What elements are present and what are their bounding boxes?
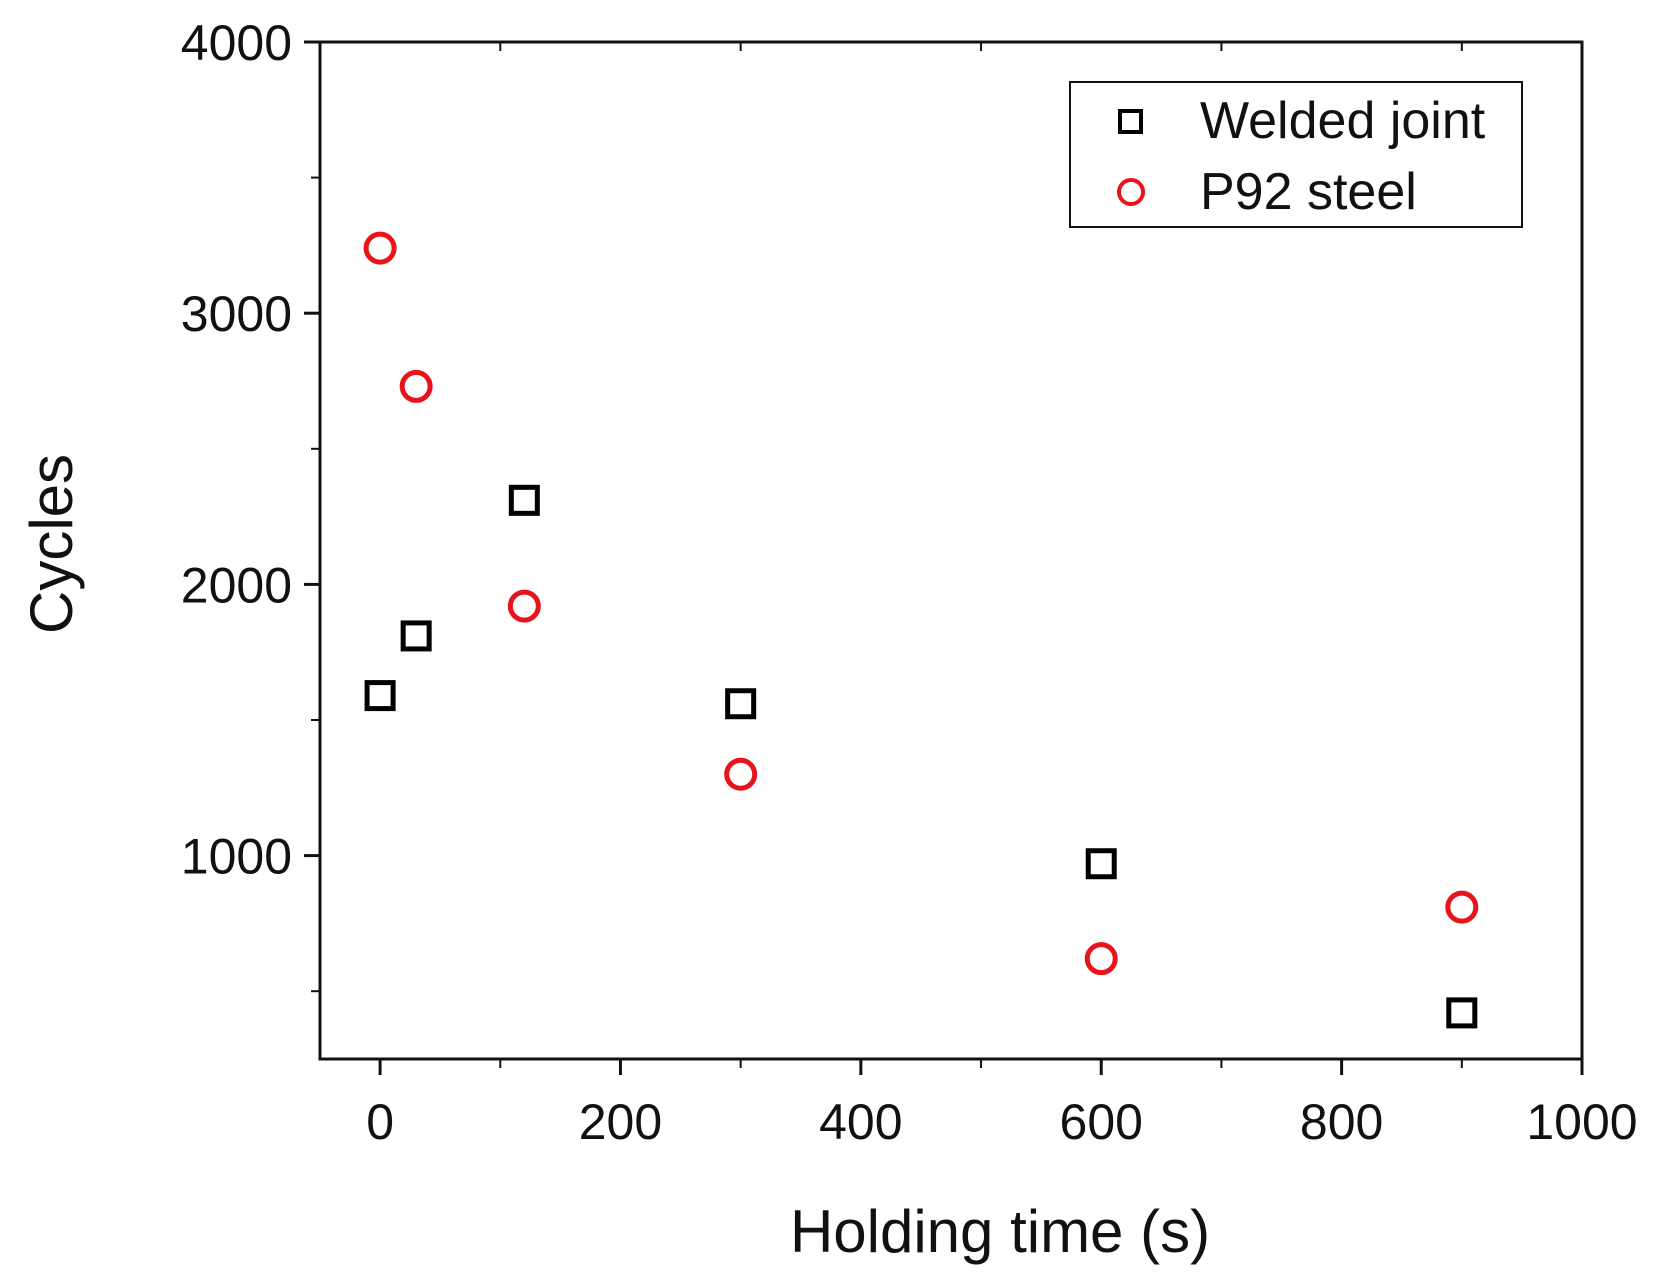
point-p92-steel [1445, 890, 1479, 924]
y-axis-ticks [304, 40, 320, 993]
x-tick-label: 400 [819, 1094, 902, 1150]
x-axis-tick-labels: 0 200 400 600 800 1000 [366, 1094, 1637, 1150]
x-tick-label: 800 [1300, 1094, 1383, 1150]
legend-label-welded-joint: Welded joint [1200, 92, 1486, 150]
point-p92-steel [724, 757, 758, 791]
y-tick-label: 2000 [181, 557, 292, 613]
data-points [363, 231, 1479, 1029]
y-tick-label: 4000 [181, 15, 292, 71]
y-axis-tick-labels: 1000 2000 3000 4000 [181, 15, 292, 885]
point-welded-joint [364, 680, 396, 712]
point-welded-joint [508, 484, 540, 516]
legend-box [1069, 81, 1523, 228]
point-p92-steel [507, 589, 541, 623]
legend-label-p92-steel: P92 steel [1200, 163, 1417, 221]
legend-marker-welded-joint [1118, 109, 1143, 134]
x-axis-title: Holding time (s) [790, 1198, 1210, 1265]
x-tick-label: 200 [579, 1094, 662, 1150]
point-welded-joint [1446, 997, 1478, 1029]
point-welded-joint [400, 620, 432, 652]
legend: Welded joint P92 steel [1069, 81, 1523, 228]
x-tick-label: 600 [1060, 1094, 1143, 1150]
x-tick-label: 1000 [1526, 1094, 1637, 1150]
plot-frame [318, 40, 1584, 1061]
y-tick-label: 3000 [181, 286, 292, 342]
y-tick-label: 1000 [181, 829, 292, 885]
x-axis-ticks [378, 42, 1584, 1075]
x-tick-label: 0 [366, 1094, 394, 1150]
point-welded-joint [1085, 848, 1117, 880]
point-welded-joint [725, 688, 757, 720]
point-p92-steel [1084, 942, 1118, 976]
legend-marker-p92-steel [1117, 178, 1145, 206]
point-p92-steel [399, 369, 433, 403]
point-p92-steel [363, 231, 397, 265]
y-axis-title: Cycles [18, 454, 85, 634]
